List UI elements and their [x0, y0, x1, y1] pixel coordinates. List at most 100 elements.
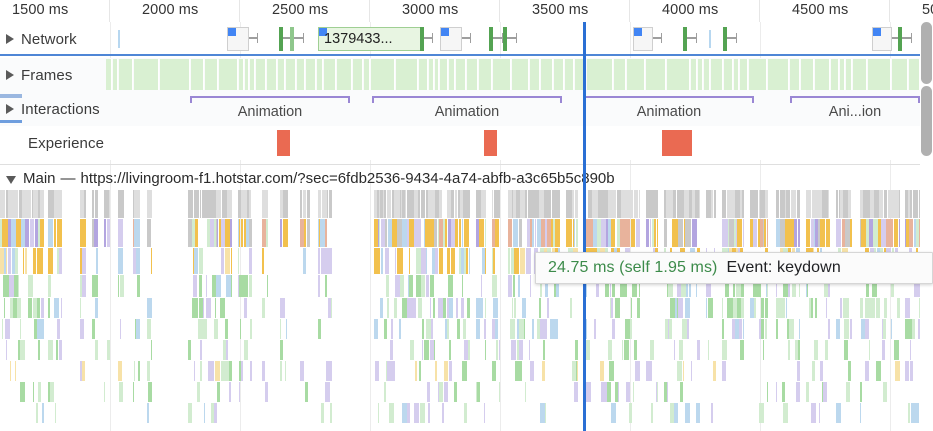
flame-chart-event[interactable] [40, 190, 44, 218]
flame-chart-event[interactable] [917, 275, 920, 297]
flame-chart-event[interactable] [15, 190, 18, 218]
flame-chart-event[interactable] [376, 340, 379, 360]
flame-chart-event[interactable] [11, 219, 16, 247]
flame-chart-event[interactable] [188, 248, 193, 274]
layout-shift-marker[interactable] [277, 130, 290, 156]
flame-chart-event[interactable] [330, 403, 332, 423]
flame-chart-event[interactable] [494, 190, 499, 218]
flame-chart-event[interactable] [706, 190, 711, 218]
flame-chart-event[interactable] [377, 190, 379, 218]
flame-chart-event[interactable] [118, 361, 122, 381]
flame-chart-event[interactable] [685, 298, 690, 318]
track-frames[interactable]: Frames [0, 58, 933, 92]
flame-chart-event[interactable] [0, 403, 4, 423]
flame-chart-event[interactable] [461, 190, 463, 218]
flame-chart-event[interactable] [203, 298, 204, 318]
frame-block[interactable] [440, 59, 448, 90]
flame-chart-event[interactable] [628, 275, 632, 297]
flame-chart-event[interactable] [916, 340, 920, 360]
flame-chart-event[interactable] [407, 319, 408, 339]
flame-chart-event[interactable] [3, 275, 8, 297]
flame-chart-event[interactable] [249, 275, 252, 297]
flame-chart-event[interactable] [496, 361, 499, 381]
flame-chart-event[interactable] [194, 190, 199, 218]
flame-chart-event[interactable] [20, 319, 21, 339]
flame-chart-event[interactable] [147, 361, 150, 381]
flame-chart-event[interactable] [651, 403, 653, 423]
flame-chart-event[interactable] [860, 382, 862, 402]
flame-chart-event[interactable] [318, 248, 320, 274]
flame-chart-event[interactable] [519, 190, 520, 218]
flame-chart-event[interactable] [54, 219, 56, 247]
flame-chart-event[interactable] [392, 190, 394, 218]
flame-chart-event[interactable] [708, 340, 709, 360]
flame-chart-event[interactable] [300, 219, 304, 247]
flame-chart-event[interactable] [520, 190, 525, 218]
flame-chart-event[interactable] [19, 190, 22, 218]
flame-chart-event[interactable] [689, 275, 691, 297]
flame-chart-event[interactable] [736, 219, 737, 247]
flame-chart-event[interactable] [39, 319, 44, 339]
flame-chart-event[interactable] [757, 275, 761, 297]
frame-block[interactable] [160, 59, 190, 90]
flame-chart-event[interactable] [318, 319, 321, 339]
flame-chart-event[interactable] [25, 219, 29, 247]
flame-chart-event[interactable] [869, 319, 871, 339]
flame-chart-event[interactable] [795, 361, 797, 381]
flame-chart-event[interactable] [586, 340, 590, 360]
flame-chart-event[interactable] [884, 190, 887, 218]
flame-chart-event[interactable] [696, 403, 700, 423]
frame-block[interactable] [530, 59, 540, 90]
flame-chart-event[interactable] [118, 275, 119, 297]
flame-chart-event[interactable] [588, 219, 593, 247]
flame-chart-event[interactable] [212, 275, 216, 297]
flame-chart-event[interactable] [528, 190, 532, 218]
flame-chart-event[interactable] [860, 403, 861, 423]
flame-chart-event[interactable] [622, 275, 627, 297]
flame-chart-event[interactable] [750, 219, 753, 247]
flame-chart-event[interactable] [573, 219, 574, 247]
flame-chart-event[interactable] [737, 219, 742, 247]
flame-chart-event[interactable] [865, 298, 870, 318]
flame-chart-event[interactable] [547, 298, 549, 318]
frame-block[interactable] [278, 59, 285, 90]
flame-chart-event[interactable] [776, 319, 778, 339]
flame-chart-event[interactable] [326, 361, 331, 381]
flame-chart[interactable] [0, 190, 933, 431]
flame-chart-event[interactable] [210, 219, 214, 247]
flame-chart-event[interactable] [147, 219, 151, 247]
flame-chart-event[interactable] [426, 319, 430, 339]
frame-block[interactable] [337, 59, 352, 90]
flame-chart-event[interactable] [461, 298, 464, 318]
flame-chart-event[interactable] [92, 219, 94, 247]
flame-chart-event[interactable] [54, 298, 59, 318]
flame-chart-event[interactable] [609, 361, 614, 381]
flame-chart-event[interactable] [782, 382, 785, 402]
flame-chart-event[interactable] [243, 275, 248, 297]
frame-block[interactable] [134, 59, 159, 90]
flame-chart-event[interactable] [882, 340, 885, 360]
flame-chart-event[interactable] [686, 361, 687, 381]
flame-chart-event[interactable] [397, 219, 402, 247]
flame-chart-event[interactable] [881, 219, 886, 247]
flame-chart-event[interactable] [843, 298, 846, 318]
flame-chart-event[interactable] [750, 298, 754, 318]
flame-chart-event[interactable] [539, 361, 542, 381]
flame-chart-event[interactable] [758, 219, 759, 247]
flame-chart-event[interactable] [836, 219, 841, 247]
flame-chart-event[interactable] [493, 248, 495, 274]
flame-chart-event[interactable] [214, 319, 218, 339]
flame-chart-event[interactable] [82, 248, 86, 274]
flame-chart-event[interactable] [402, 298, 407, 318]
flame-chart-event[interactable] [884, 298, 887, 318]
flame-chart-event[interactable] [825, 361, 829, 381]
flame-chart-event[interactable] [839, 190, 840, 218]
flame-chart-event[interactable] [390, 340, 393, 360]
flame-chart-event[interactable] [51, 275, 56, 297]
track-main[interactable]: Main — https://livingroom-f1.hotstar.com… [0, 166, 933, 431]
flame-chart-event[interactable] [460, 190, 461, 218]
flame-chart-event[interactable] [249, 190, 251, 218]
flame-chart-event[interactable] [733, 298, 737, 318]
flame-chart-event[interactable] [248, 298, 251, 318]
flame-chart-event[interactable] [905, 361, 909, 381]
